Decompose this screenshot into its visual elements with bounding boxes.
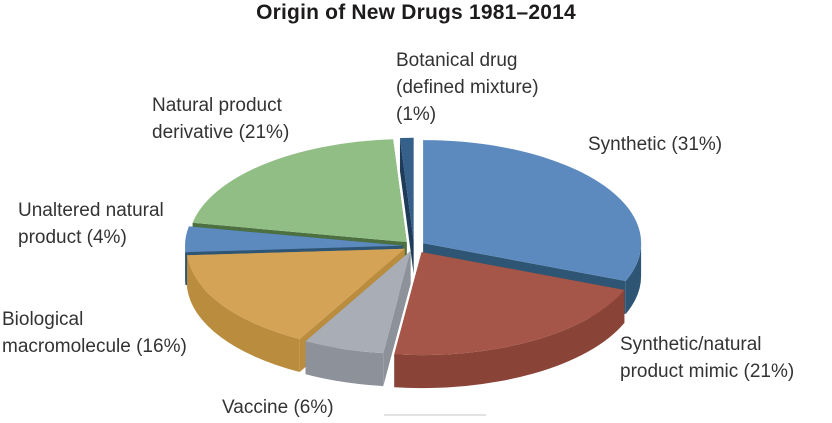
- slice-label-synthetic: Synthetic (31%): [588, 131, 722, 158]
- slice-label-line: product (4%): [18, 227, 127, 248]
- slice-label-line: Natural product: [152, 95, 282, 116]
- slice-label-line: Biological: [2, 309, 84, 330]
- slice-label-line: Vaccine (6%): [222, 397, 334, 418]
- pie-slice-vaccine-face: [305, 250, 411, 354]
- pie-slice-synthetic-face: [423, 140, 642, 281]
- slice-label-line: (defined mixture): [396, 77, 539, 98]
- slice-label-unaltered-natural-product: Unaltered natural product (4%): [18, 197, 164, 251]
- slice-label-line: Unaltered natural: [18, 200, 164, 221]
- slice-label-line: Synthetic (31%): [588, 134, 723, 155]
- pie-slice-botanical-drug-defined-mixture-face: [399, 137, 414, 241]
- slice-label-vaccine: Vaccine (6%): [222, 394, 334, 421]
- chart-title: Origin of New Drugs 1981–2014: [256, 1, 576, 24]
- scan-artifact-line: [384, 414, 486, 416]
- slice-label-natural-product-derivative: Natural product derivative (21%): [152, 92, 289, 146]
- slice-label-line: derivative (21%): [152, 122, 290, 143]
- slice-label-line: macromolecule (16%): [2, 336, 187, 357]
- pie-slice-vaccine-rim: [305, 341, 384, 387]
- pie-slice-synthetic-rim: [625, 243, 642, 314]
- pie-slice-synthetic-natural-product-mimic-face: [394, 252, 625, 356]
- slice-label-line: Synthetic/natural: [620, 334, 762, 355]
- slice-label-botanical-drug-defined-mixture: Botanical drug (defined mixture) (1%): [396, 47, 539, 128]
- pie-slice-biological-macromolecule-rim: [187, 255, 300, 373]
- pie-slice-biological-macromolecule-face: [187, 248, 405, 340]
- pie-slice-synthetic-natural-product-mimic-rim: [394, 290, 625, 389]
- slice-label-synthetic-natural-product-mimic: Synthetic/natural product mimic (21%): [620, 331, 794, 385]
- pie-slice-natural-product-derivative-face: [192, 139, 407, 243]
- pie-slice-unaltered-natural-product-face: [185, 226, 404, 253]
- slice-label-line: product mimic (21%): [620, 361, 795, 382]
- slice-label-biological-macromolecule: Biological macromolecule (16%): [2, 306, 187, 360]
- slice-label-line: Botanical drug: [396, 50, 518, 71]
- slice-label-line: (1%): [396, 104, 437, 125]
- pie-slice-botanical-drug-defined-mixture-side: [399, 138, 414, 274]
